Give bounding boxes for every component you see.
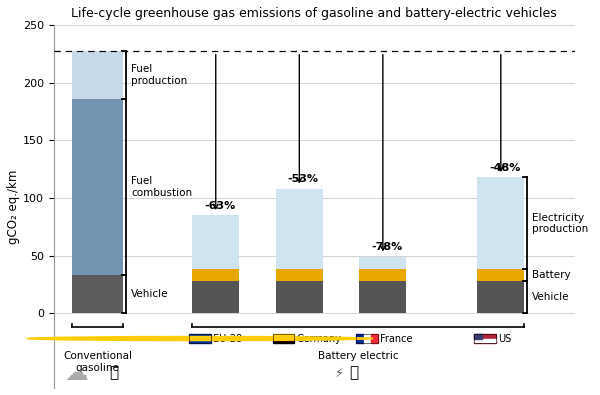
Bar: [192, 281, 239, 313]
Bar: [189, 334, 211, 343]
Text: Battery: Battery: [532, 270, 571, 280]
Text: -78%: -78%: [371, 242, 403, 252]
Text: Electricity
production: Electricity production: [532, 213, 589, 234]
Bar: [359, 257, 406, 269]
Bar: [477, 177, 524, 269]
Text: US: US: [498, 333, 511, 344]
Text: Conventional
gasoline: Conventional gasoline: [64, 351, 133, 373]
Text: ☁: ☁: [64, 361, 88, 385]
Bar: [72, 51, 124, 99]
Bar: [72, 99, 124, 275]
Text: Fuel
combustion: Fuel combustion: [131, 176, 193, 198]
Text: -48%: -48%: [489, 163, 520, 173]
Bar: [359, 269, 406, 281]
Bar: [192, 215, 239, 269]
Bar: [189, 334, 211, 343]
Text: Fuel
production: Fuel production: [131, 64, 187, 86]
Bar: [356, 334, 378, 343]
Title: Life-cycle greenhouse gas emissions of gasoline and battery-electric vehicles: Life-cycle greenhouse gas emissions of g…: [71, 7, 557, 20]
Bar: [356, 334, 364, 343]
Bar: [474, 339, 496, 340]
Bar: [474, 334, 496, 343]
Text: -63%: -63%: [204, 201, 235, 211]
Text: Vehicle: Vehicle: [532, 292, 570, 302]
Text: EU-28: EU-28: [213, 333, 242, 344]
Circle shape: [27, 337, 373, 340]
Bar: [72, 275, 124, 313]
Text: 🚗: 🚗: [109, 366, 118, 381]
Bar: [273, 337, 295, 340]
Bar: [276, 269, 323, 281]
Text: Vehicle: Vehicle: [131, 289, 169, 299]
Bar: [359, 281, 406, 313]
Bar: [371, 334, 378, 343]
Bar: [273, 334, 295, 343]
Bar: [474, 334, 482, 339]
Bar: [474, 340, 496, 341]
Text: Battery electric: Battery electric: [318, 351, 398, 361]
Bar: [273, 334, 295, 337]
Text: Germany: Germany: [296, 333, 341, 344]
Bar: [192, 269, 239, 281]
Bar: [477, 281, 524, 313]
Text: ⚡: ⚡: [335, 367, 344, 380]
Text: France: France: [380, 333, 412, 344]
Text: -53%: -53%: [287, 174, 319, 184]
Bar: [276, 281, 323, 313]
Bar: [474, 334, 496, 343]
Bar: [477, 269, 524, 281]
Bar: [273, 340, 295, 343]
Text: 🚗: 🚗: [349, 366, 358, 381]
Bar: [276, 189, 323, 269]
Bar: [364, 334, 371, 343]
Y-axis label: gCO₂ eq./km: gCO₂ eq./km: [7, 169, 20, 244]
